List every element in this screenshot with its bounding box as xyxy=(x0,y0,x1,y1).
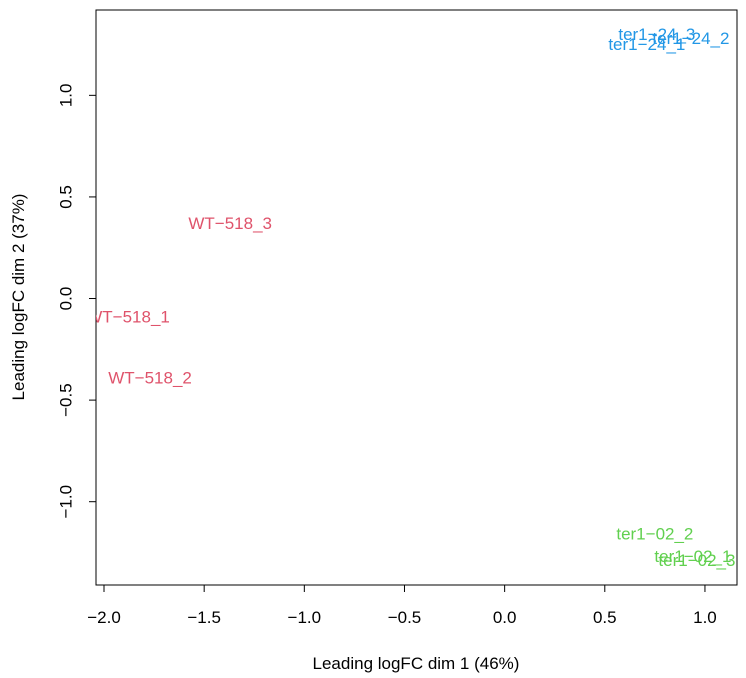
y-tick-label: 0.5 xyxy=(57,185,76,209)
x-tick-label: 0.0 xyxy=(493,608,517,627)
point-label: ter1−24_2 xyxy=(652,29,729,48)
point-label: ter1−24_1 xyxy=(608,35,685,54)
x-axis: −2.0 −1.5 −1.0 −0.5 0.0 0.5 1.0 xyxy=(87,584,717,627)
x-tick-label: −1.5 xyxy=(187,608,221,627)
x-tick-label: −0.5 xyxy=(388,608,422,627)
point-label: ter1−02_1 xyxy=(654,547,731,566)
y-tick-label: 1.0 xyxy=(57,84,76,108)
x-axis-label: Leading logFC dim 1 (46%) xyxy=(313,654,520,673)
y-axis-label: Leading logFC dim 2 (37%) xyxy=(9,194,28,401)
point-label: ter1−24_3 xyxy=(618,25,695,44)
point-label: ter1−02_2 xyxy=(616,525,693,544)
y-tick-label: 0.0 xyxy=(57,287,76,311)
x-tick-label: 0.5 xyxy=(593,608,617,627)
x-tick-label: −2.0 xyxy=(87,608,121,627)
point-label: WT−518_3 xyxy=(188,214,272,233)
x-tick-label: 1.0 xyxy=(693,608,717,627)
y-axis: −1.0 −0.5 0.0 0.5 1.0 xyxy=(57,84,97,519)
point-label: ter1−02_3 xyxy=(658,551,735,570)
point-label: WT−518_2 xyxy=(108,368,192,387)
plot-frame xyxy=(95,9,738,586)
point-label: WT−518_1 xyxy=(86,307,170,326)
y-tick-label: −0.5 xyxy=(57,383,76,417)
x-tick-label: −1.0 xyxy=(288,608,322,627)
y-tick-label: −1.0 xyxy=(57,485,76,519)
point-labels: WT−518_3 WT−518_1 WT−518_2 ter1−24_3ter1−24… xyxy=(86,25,735,570)
